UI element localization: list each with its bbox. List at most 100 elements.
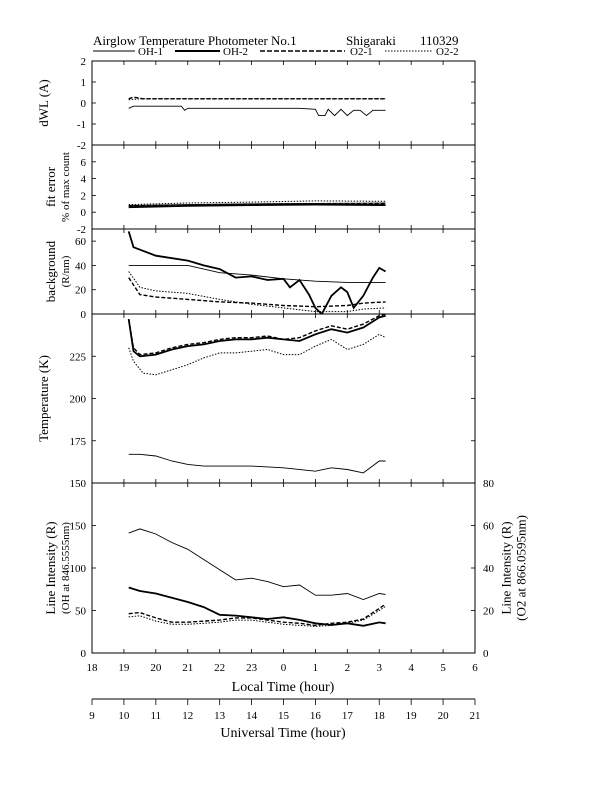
panels-group: -2 -1 0 1 2 dWL (A) -2 0 2 4 6 fit error% of max co… <box>36 56 529 660</box>
series-line-dotted <box>128 200 386 206</box>
y-axis-label: background (R/nm) <box>43 240 72 302</box>
legend-label-oh-2: OH-2 <box>223 46 248 58</box>
panel-frame-line-intensity <box>91 482 476 654</box>
y-tick-label: 0 <box>81 98 87 110</box>
legend-label-oh-1: OH-1 <box>138 46 163 58</box>
y-tick-label: 6 <box>81 157 87 169</box>
universal-time-tick-label: 11 <box>151 710 162 722</box>
universal-time-tick-label: 21 <box>470 710 481 722</box>
y2-axis-label-line: (O2 at 866.0595nm) <box>514 515 529 621</box>
local-time-tick-label: 20 <box>150 662 162 674</box>
local-time-axis-label: Local Time (hour) <box>232 680 335 695</box>
local-time-tick-label: 0 <box>281 662 287 674</box>
universal-time-tick-label: 12 <box>182 710 193 722</box>
y2-tick-label: 0 <box>483 648 489 660</box>
y2-tick-label: 60 <box>483 521 495 533</box>
y2-tick-label: 80 <box>483 478 495 490</box>
series-line-dashed <box>128 277 386 308</box>
y-tick-label: 40 <box>75 260 87 272</box>
y-tick-label: 150 <box>70 478 87 490</box>
universal-time-tick-label: 13 <box>214 710 226 722</box>
universal-time-tick-label: 17 <box>342 710 354 722</box>
y-tick-label: 1 <box>81 77 87 89</box>
y-tick-label: 150 <box>70 521 87 533</box>
y-tick-label: 0 <box>81 648 87 660</box>
y-axis-label-line: background <box>43 240 58 302</box>
series-line-dashed <box>128 314 386 356</box>
universal-time-tick-label: 14 <box>246 710 258 722</box>
series-line-solid-thick <box>128 203 386 209</box>
y-axis-label: Line Intensity (R) (OH at 846.5555nm) <box>43 521 72 614</box>
y2-axis-label: Line Intensity (R)(O2 at 866.0595nm) <box>499 515 529 621</box>
universal-time-tick-label: 9 <box>89 710 95 722</box>
series-line-dashed <box>128 96 386 100</box>
series-line-dotted <box>128 605 386 627</box>
panel-dwl: -2 -1 0 1 2 dWL (A) <box>36 56 476 152</box>
station-name: Shigaraki <box>346 33 396 48</box>
panel-fit-error: -2 0 2 4 6 fit error% of max count <box>43 144 476 236</box>
universal-time-tick-label: 20 <box>438 710 450 722</box>
local-time-tick-label: 23 <box>246 662 258 674</box>
y-axis-label: Temperature (K) <box>36 355 51 442</box>
series-line-solid-thick <box>127 314 386 358</box>
universal-time-tick-label: 10 <box>118 710 130 722</box>
universal-time-tick-label: 18 <box>374 710 386 722</box>
series-line-solid-thin <box>128 264 386 283</box>
series-line-dashed <box>128 203 386 207</box>
legend: OH-1 OH-2 O2-1 O2-2 <box>93 46 459 58</box>
universal-time-tick-label: 15 <box>278 710 290 722</box>
series-line-dotted <box>128 98 386 101</box>
local-time-axis: 18 19 20 21 22 23 0 1 2 3 4 5 6 <box>87 662 479 674</box>
universal-time-axis: 9 10 11 12 13 14 15 16 17 18 19 20 21 <box>89 699 481 722</box>
local-time-tick-label: 21 <box>182 662 193 674</box>
local-time-tick-label: 18 <box>87 662 99 674</box>
series-line-solid-thick <box>127 231 387 314</box>
y-axis-label-line: % of max count <box>60 152 72 222</box>
series-line-solid-thin <box>128 453 386 474</box>
panel-temperature: 150 175 200 225 Temperature (K) <box>36 313 476 490</box>
series-line-dotted <box>128 271 386 313</box>
y-axis-label: fit error% of max count <box>43 152 72 222</box>
y-axis-label-line: (OH at 846.5555nm) <box>60 522 72 614</box>
y-tick-label: -2 <box>77 224 86 236</box>
date-code: 110329 <box>420 33 459 48</box>
y-tick-label: 0 <box>81 207 87 219</box>
y-tick-label: 50 <box>75 606 87 618</box>
y-tick-label: 0 <box>81 309 87 321</box>
y-tick-label: -1 <box>77 119 86 131</box>
universal-time-tick-label: 19 <box>406 710 418 722</box>
y2-axis-label-line: Line Intensity (R) <box>499 521 514 614</box>
y-tick-label: 225 <box>70 351 87 363</box>
y-tick-label: 20 <box>75 285 87 297</box>
y-tick-label: -2 <box>77 140 86 152</box>
series-line-dashed <box>128 603 386 627</box>
local-time-tick-label: 22 <box>214 662 225 674</box>
y2-tick-label: 20 <box>483 606 495 618</box>
local-time-tick-label: 3 <box>377 662 383 674</box>
panel-frame-background <box>91 228 476 315</box>
local-time-tick-label: 1 <box>313 662 319 674</box>
legend-label-o2-1: O2-1 <box>350 46 373 58</box>
universal-time-axis-label: Universal Time (hour) <box>220 726 346 741</box>
universal-time-tick-label: 16 <box>310 710 322 722</box>
legend-label-o2-2: O2-2 <box>436 46 459 58</box>
series-line-solid-thin <box>128 528 386 600</box>
y-tick-label: 100 <box>70 563 87 575</box>
local-time-tick-label: 2 <box>345 662 351 674</box>
y-tick-label: 2 <box>81 190 87 202</box>
series-line-solid-thin <box>128 105 386 117</box>
y2-tick-label: 40 <box>483 563 495 575</box>
y-tick-label: 4 <box>81 174 87 186</box>
y-tick-label: 60 <box>75 236 87 248</box>
local-time-tick-label: 4 <box>408 662 414 674</box>
chart-title: Airglow Temperature Photometer No.1 <box>93 33 297 48</box>
y-axis-label-line: Temperature (K) <box>36 355 51 442</box>
series-line-dotted <box>128 333 386 376</box>
y-axis-label: dWL (A) <box>36 79 51 127</box>
y-tick-label: 200 <box>70 394 87 406</box>
y-axis-label-line: Line Intensity (R) <box>43 521 58 614</box>
y-axis-label-line: dWL (A) <box>36 79 51 127</box>
